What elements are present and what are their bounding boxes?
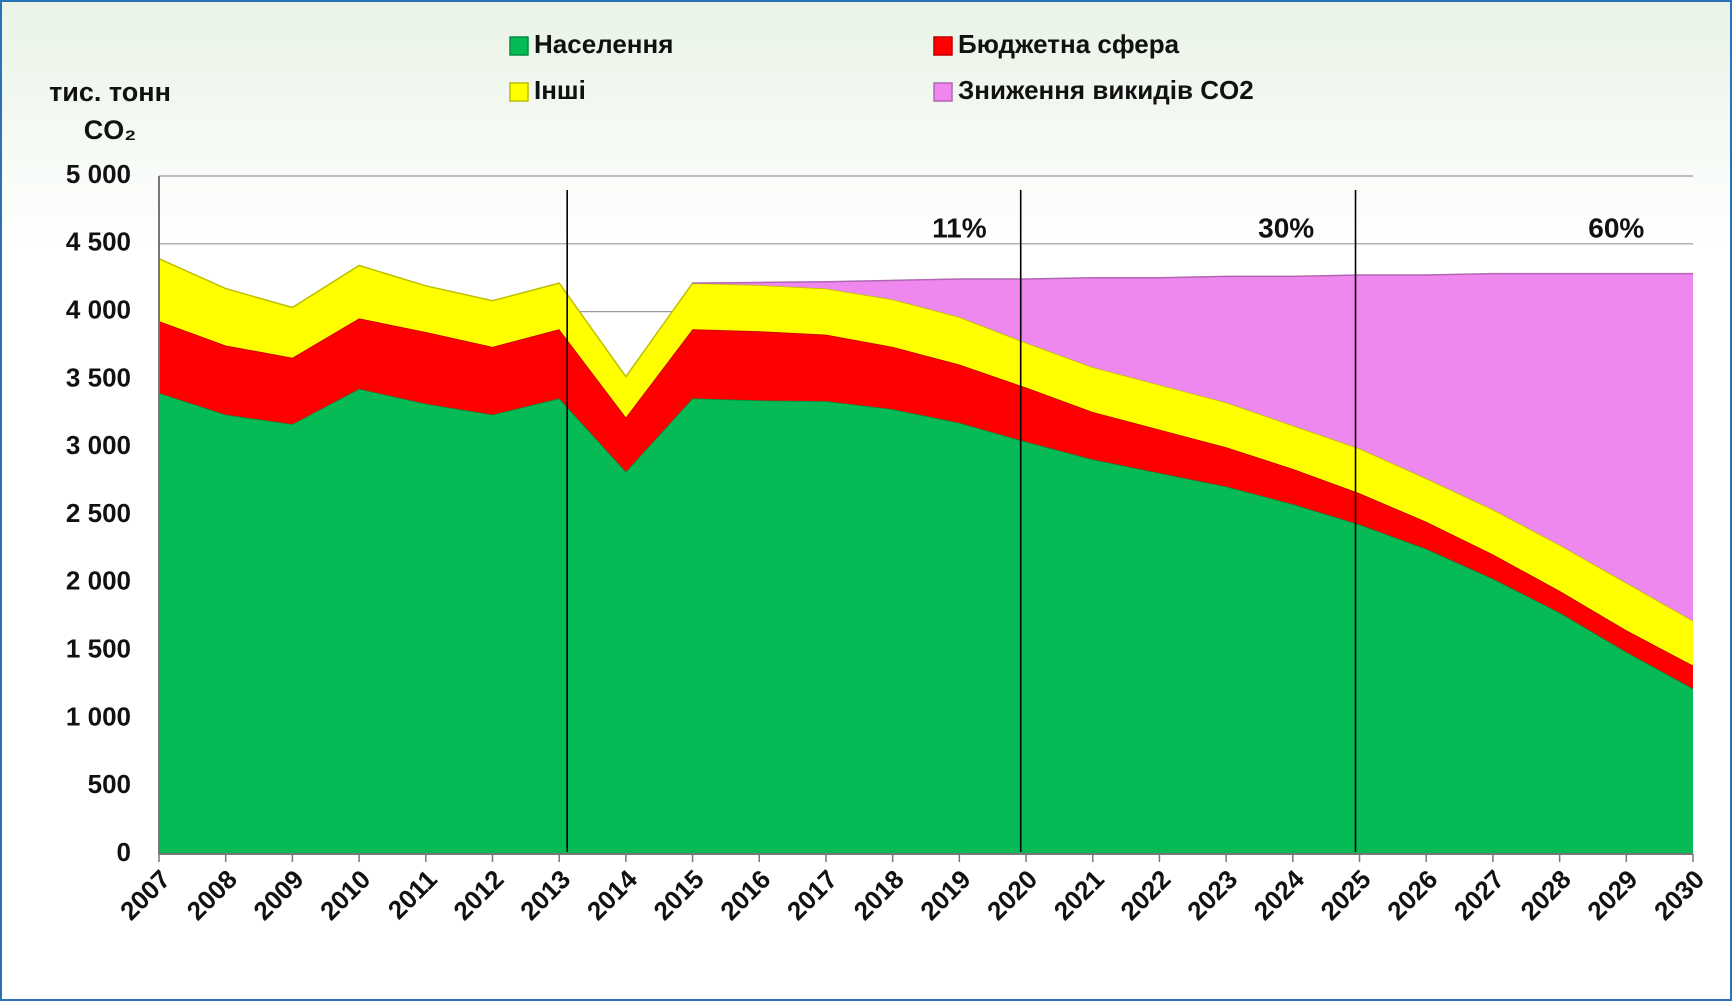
y-tick-label: 4 500	[66, 227, 131, 257]
y-tick-label: 1 000	[66, 701, 131, 731]
legend-swatch	[509, 36, 529, 56]
y-tick-label: 3 500	[66, 362, 131, 392]
y-axis-label: тис. тонн CO₂	[49, 77, 171, 145]
area	[692, 273, 1693, 621]
legend-label: Зниження викидів CO2	[958, 75, 1254, 105]
y-tick-label: 0	[117, 837, 131, 867]
legend-swatch	[933, 82, 953, 102]
y-tick-label: 5 000	[66, 159, 131, 189]
legend-label: Інші	[534, 75, 586, 105]
legend-label: Бюджетна сфера	[958, 29, 1180, 59]
area	[159, 388, 1693, 854]
annotation: 60%	[1588, 212, 1644, 243]
area-edge	[692, 272, 1693, 284]
legend-label: Населення	[534, 29, 673, 59]
annotation: 11%	[932, 212, 987, 243]
y-tick-label: 1 500	[66, 633, 131, 663]
y-tick-label: 2 500	[66, 498, 131, 528]
y-tick-label: 4 000	[66, 294, 131, 324]
y-tick-label: 500	[88, 769, 131, 799]
y-tick-label: 2 000	[66, 566, 131, 596]
y-tick-label: 3 000	[66, 430, 131, 460]
area	[159, 318, 1693, 689]
legend-swatch	[933, 36, 953, 56]
annotation: 30%	[1258, 212, 1314, 243]
area	[159, 258, 1693, 666]
legend-swatch	[509, 82, 529, 102]
